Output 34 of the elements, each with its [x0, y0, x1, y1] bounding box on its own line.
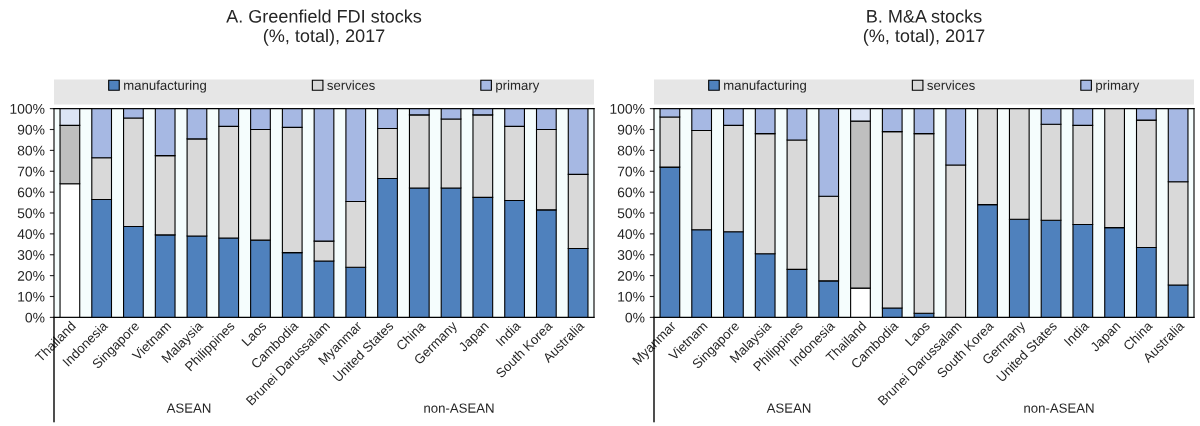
y-tick-label: 100% — [610, 103, 645, 114]
legend-label: manufacturing — [124, 80, 206, 93]
legend-label: services — [927, 80, 975, 90]
legend-label: services — [327, 80, 375, 90]
y-tick-label: 50% — [17, 208, 45, 219]
text: ASEAN — [166, 403, 211, 413]
text: non-ASEAN — [424, 403, 494, 413]
chart-title: A. Greenfield FDI stocks (%, total), 2017 — [226, 9, 422, 46]
y-tick-label: 40% — [617, 229, 645, 240]
legend-label: primary — [496, 80, 540, 93]
y-tick-label: 30% — [617, 250, 645, 260]
y-tick-label: 100% — [10, 103, 45, 114]
y-tick-label: 60% — [617, 187, 645, 198]
y-tick-label: 20% — [17, 270, 45, 281]
y-tick-label: 90% — [617, 124, 645, 135]
y-tick-label: 0% — [625, 312, 645, 323]
text: ASEAN — [766, 403, 811, 413]
y-tick-label: 50% — [617, 208, 645, 219]
legend-label: manufacturing — [724, 80, 806, 93]
y-tick-label: 70% — [17, 166, 45, 177]
text: non-ASEAN — [1024, 403, 1094, 413]
y-tick-label: 80% — [617, 145, 645, 156]
y-tick-label: 40% — [17, 229, 45, 240]
y-tick-label: 10% — [618, 291, 645, 302]
y-tick-label: 70% — [617, 166, 645, 177]
y-tick-label: 0% — [25, 312, 45, 323]
y-tick-label: 20% — [617, 270, 645, 281]
y-tick-label: 30% — [17, 250, 45, 260]
y-tick-label: 60% — [17, 187, 45, 198]
y-tick-label: 90% — [17, 124, 45, 135]
chart-title: B. M&A stocks (%, total), 2017 — [863, 9, 985, 46]
y-tick-label: 80% — [17, 145, 45, 156]
y-tick-label: 10% — [18, 291, 45, 302]
legend-label: primary — [1096, 80, 1140, 93]
